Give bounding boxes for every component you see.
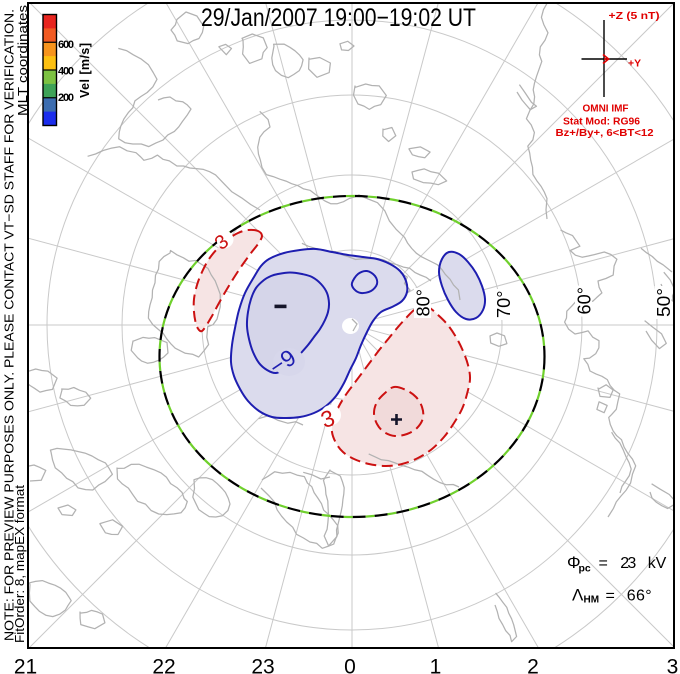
svg-text:0: 0	[344, 656, 356, 674]
svg-text:Φ: Φ	[567, 553, 581, 572]
svg-text:200: 200	[58, 92, 74, 104]
svg-text:OMNI IMF: OMNI IMF	[583, 103, 630, 115]
svg-text:Stat Mod: RG96: Stat Mod: RG96	[563, 116, 640, 128]
svg-text:+Y: +Y	[628, 58, 641, 70]
svg-text:80°: 80°	[414, 289, 434, 317]
svg-text:22: 22	[152, 656, 175, 674]
svg-text:2: 2	[527, 656, 539, 674]
svg-text:FitOrder: 8, mapEX format: FitOrder: 8, mapEX format	[12, 485, 27, 643]
svg-text:3: 3	[667, 656, 679, 674]
svg-text:66°: 66°	[627, 587, 652, 604]
svg-text:HM: HM	[584, 595, 600, 606]
svg-text:=: =	[606, 587, 615, 604]
svg-text:pc: pc	[579, 563, 591, 575]
svg-text:MLT coordinates: MLT coordinates	[15, 4, 30, 116]
svg-text:50°: 50°	[654, 288, 674, 317]
svg-text:+Z (5 nT): +Z (5 nT)	[609, 10, 660, 22]
svg-text:23: 23	[620, 555, 636, 572]
svg-text:1: 1	[430, 656, 442, 674]
svg-text:Bz+/By+, 6<BT<12: Bz+/By+, 6<BT<12	[556, 127, 654, 139]
svg-text:21: 21	[14, 656, 37, 674]
svg-text:=: =	[599, 555, 608, 572]
svg-text:23: 23	[251, 656, 274, 674]
svg-text:400: 400	[58, 65, 74, 77]
svg-text:29/Jan/2007 19:00−19:02 UT: 29/Jan/2007 19:00−19:02 UT	[201, 4, 476, 32]
svg-text:kV: kV	[648, 555, 667, 572]
svg-text:600: 600	[58, 39, 74, 51]
svg-text:70°: 70°	[494, 291, 514, 319]
svg-text:NOTE: FOR PREVIEW PURPOSES ONL: NOTE: FOR PREVIEW PURPOSES ONLY. PLEASE …	[2, 9, 17, 641]
svg-text:Λ: Λ	[572, 585, 584, 604]
svg-text:Vel [m/s]: Vel [m/s]	[78, 43, 92, 98]
svg-text:60°: 60°	[575, 287, 595, 315]
